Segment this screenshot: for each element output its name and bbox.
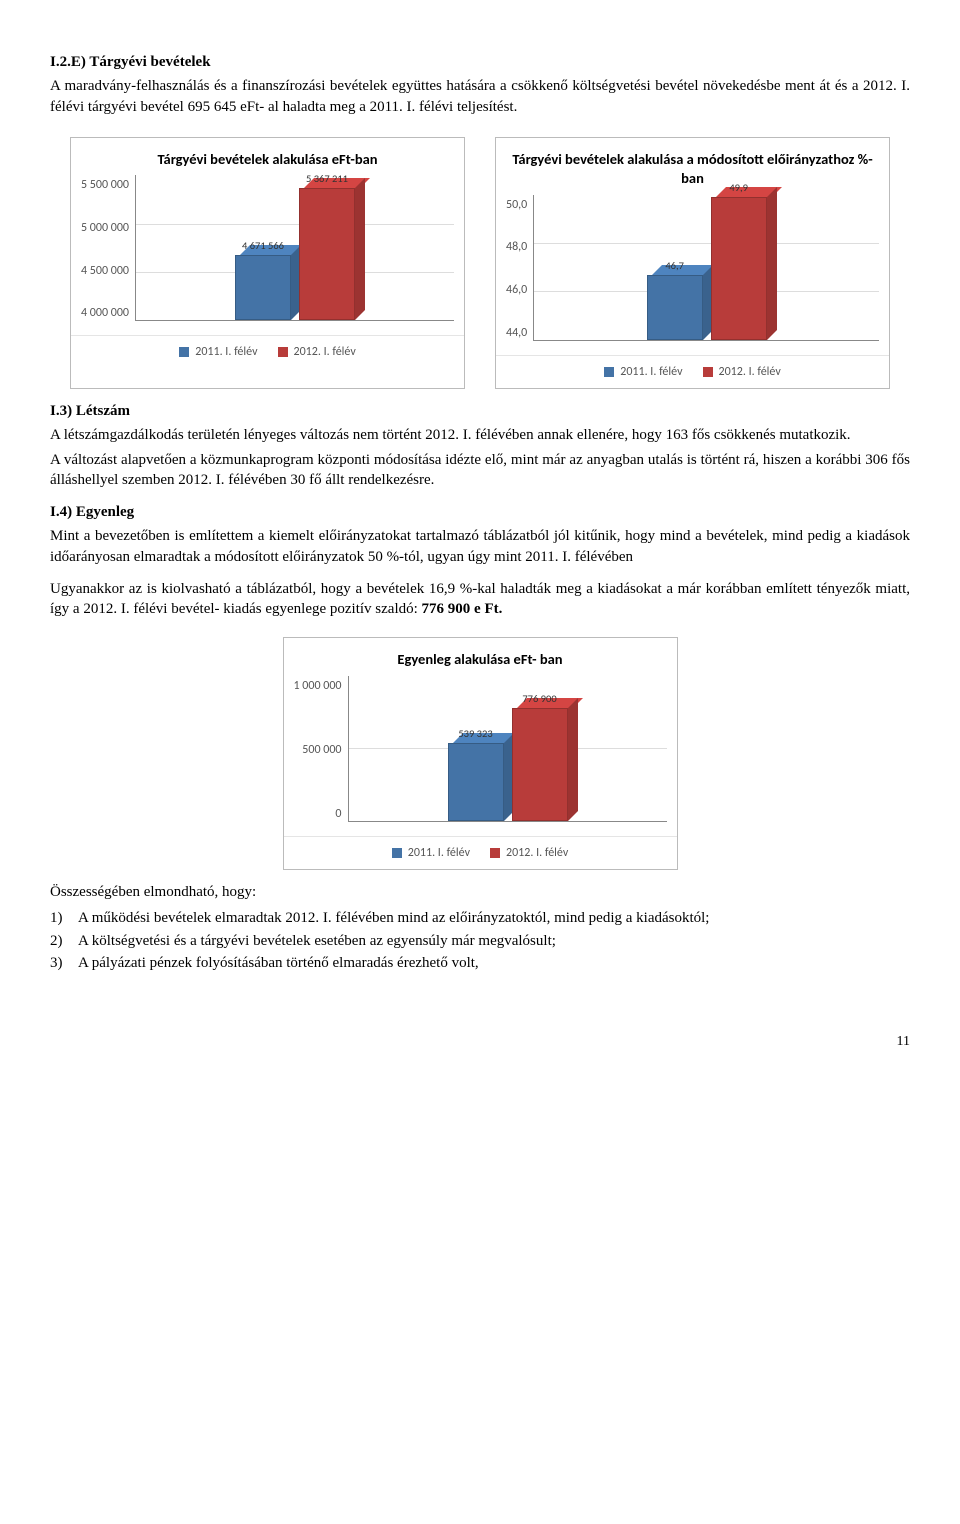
summary-list: 1) A működési bevételek elmaradtak 2012.…: [50, 908, 910, 973]
ytick: 46,0: [506, 282, 527, 298]
chart-eft-yaxis: 5 500 000 5 000 000 4 500 000 4 000 000: [81, 175, 135, 331]
chart-eft-title: Tárgyévi bevételek alakulása eFt-ban: [71, 138, 464, 176]
legend-item: 2011. I. félév: [179, 344, 257, 360]
ytick: 48,0: [506, 239, 527, 255]
chart-egy-body: 1 000 000 500 000 0 539 323 776 900: [284, 676, 677, 836]
para-i4-1: Mint a bevezetőben is említettem a kieme…: [50, 526, 910, 567]
chart-egy-yaxis: 1 000 000 500 000 0: [294, 676, 348, 832]
ytick: 4 500 000: [81, 263, 129, 279]
chart-eft-bar-1: 5 367 211: [299, 188, 355, 320]
charts-row-1: Tárgyévi bevételek alakulása eFt-ban 5 5…: [50, 137, 910, 389]
chart-egy-bars: 539 323 776 900: [349, 676, 667, 821]
legend-swatch: [703, 367, 713, 377]
para-i4-2: Ugyanakkor az is kiolvasható a táblázatb…: [50, 579, 910, 620]
chart-eft-plot: 4 671 566 5 367 211: [135, 175, 454, 321]
ytick: 4 000 000: [81, 305, 129, 321]
ytick: 5 000 000: [81, 220, 129, 236]
list-num: 3): [50, 953, 78, 973]
list-item: 3) A pályázati pénzek folyósításában tör…: [50, 953, 910, 973]
heading-i3: I.3) Létszám: [50, 401, 910, 421]
legend-swatch: [604, 367, 614, 377]
list-text: A működési bevételek elmaradtak 2012. I.…: [78, 908, 910, 928]
chart-eft-body: 5 500 000 5 000 000 4 500 000 4 000 000 …: [71, 175, 464, 335]
chart-pct-yaxis: 50,0 48,0 46,0 44,0: [506, 195, 533, 351]
para-i3-2: A változást alapvetően a közmunkaprogram…: [50, 450, 910, 491]
ytick: 500 000: [302, 742, 341, 758]
list-text: A költségvetési és a tárgyévi bevételek …: [78, 931, 910, 951]
chart-pct-body: 50,0 48,0 46,0 44,0 46,7 49,9: [496, 195, 889, 355]
list-item: 2) A költségvetési és a tárgyévi bevétel…: [50, 931, 910, 951]
chart-eft: Tárgyévi bevételek alakulása eFt-ban 5 5…: [70, 137, 465, 389]
para-i3-1: A létszámgazdálkodás területén lényeges …: [50, 425, 910, 445]
chart-pct-bar-0: 46,7: [647, 275, 703, 340]
chart-pct-bar-1: 49,9: [711, 197, 767, 340]
legend-swatch: [179, 347, 189, 357]
chart-pct-bars: 46,7 49,9: [534, 195, 879, 340]
chart-pct-plot: 46,7 49,9: [533, 195, 879, 341]
legend-item: 2011. I. félév: [392, 845, 470, 861]
legend-label: 2011. I. félév: [408, 845, 470, 861]
legend-item: 2012. I. félév: [703, 364, 781, 380]
heading-i4: I.4) Egyenleg: [50, 502, 910, 522]
list-item: 1) A működési bevételek elmaradtak 2012.…: [50, 908, 910, 928]
list-num: 2): [50, 931, 78, 951]
ytick: 5 500 000: [81, 177, 129, 193]
para-i4-2-bold: 776 900 e Ft.: [422, 601, 503, 617]
summary-lead: Összességében elmondható, hogy:: [50, 882, 910, 902]
chart-eft-bars: 4 671 566 5 367 211: [136, 175, 454, 320]
chart-eft-bar-0: 4 671 566: [235, 255, 291, 320]
chart-eft-legend: 2011. I. félév 2012. I. félév: [71, 335, 464, 368]
legend-item: 2012. I. félév: [490, 845, 568, 861]
chart-egy: Egyenleg alakulása eFt- ban 1 000 000 50…: [283, 637, 678, 870]
chart-egy-legend: 2011. I. félév 2012. I. félév: [284, 836, 677, 869]
chart-egy-plot: 539 323 776 900: [348, 676, 667, 822]
para-i2e: A maradvány-felhasználás és a finanszíro…: [50, 76, 910, 117]
chart-pct-legend: 2011. I. félév 2012. I. félév: [496, 355, 889, 388]
legend-item: 2012. I. félév: [278, 344, 356, 360]
legend-label: 2011. I. félév: [620, 364, 682, 380]
chart-pct: Tárgyévi bevételek alakulása a módosítot…: [495, 137, 890, 389]
legend-item: 2011. I. félév: [604, 364, 682, 380]
ytick: 0: [335, 806, 341, 822]
list-num: 1): [50, 908, 78, 928]
chart-pct-title: Tárgyévi bevételek alakulása a módosítot…: [496, 138, 889, 195]
page-number: 11: [50, 1033, 910, 1052]
chart-egy-bar-1: 776 900: [512, 708, 568, 821]
legend-label: 2012. I. félév: [719, 364, 781, 380]
legend-swatch: [490, 848, 500, 858]
chart-egy-bar-0: 539 323: [448, 743, 504, 821]
chart-egy-title: Egyenleg alakulása eFt- ban: [284, 638, 677, 676]
ytick: 44,0: [506, 325, 527, 341]
legend-label: 2012. I. félév: [294, 344, 356, 360]
legend-swatch: [392, 848, 402, 858]
ytick: 1 000 000: [294, 678, 342, 694]
ytick: 50,0: [506, 197, 527, 213]
legend-swatch: [278, 347, 288, 357]
legend-label: 2011. I. félév: [195, 344, 257, 360]
legend-label: 2012. I. félév: [506, 845, 568, 861]
heading-i2e: I.2.E) Tárgyévi bevételek: [50, 52, 910, 72]
list-text: A pályázati pénzek folyósításában történ…: [78, 953, 910, 973]
